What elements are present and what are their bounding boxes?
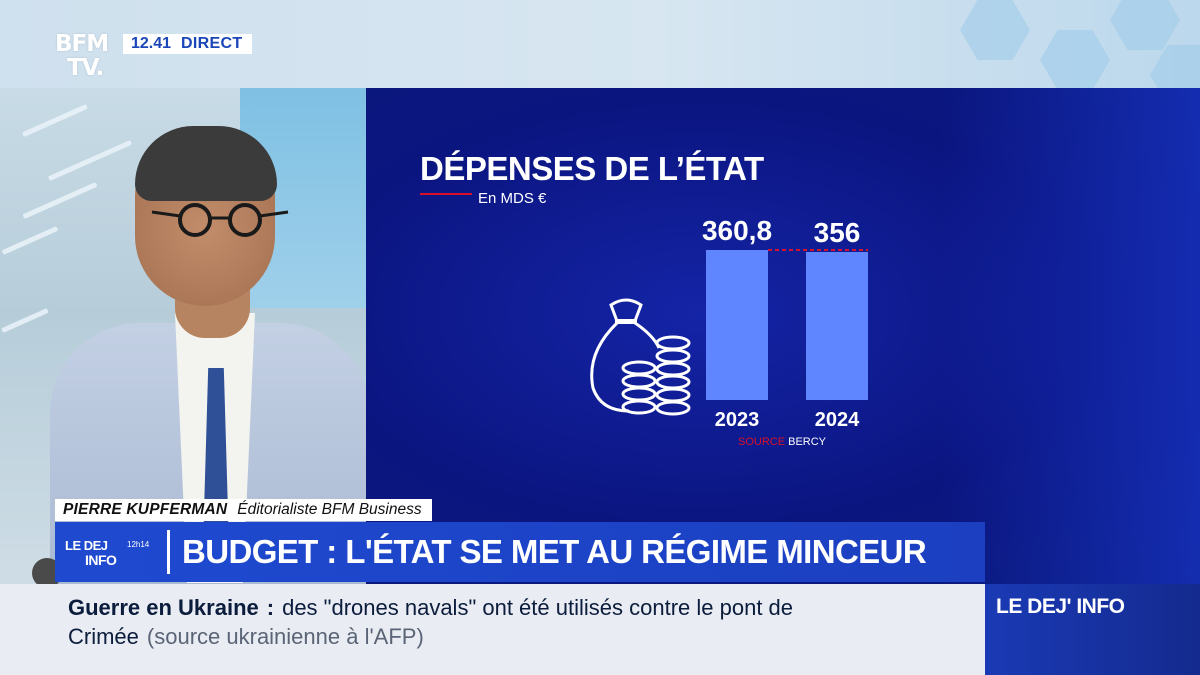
ticker-topic: Guerre en Ukraine — [68, 595, 259, 620]
headline-text: BUDGET : L'ÉTAT SE MET AU RÉGIME MINCEUR — [182, 533, 927, 570]
graphic-title: DÉPENSES DE L’ÉTAT — [420, 150, 764, 187]
show-logo-line2: INFO — [85, 552, 117, 568]
headline-bar: LE DEJ 12h14 INFO BUDGET : L'ÉTAT SE MET… — [55, 522, 985, 582]
ticker-text-line2: Crimée — [68, 624, 139, 649]
bar-2024 — [806, 251, 868, 400]
ticker-brand: LE DEJ' INFO — [985, 584, 1200, 675]
news-ticker: Guerre en Ukraine: des "drones navals" on… — [0, 584, 985, 675]
show-logo: LE DEJ 12h14 INFO — [55, 522, 167, 582]
decor-hexagon — [1150, 45, 1200, 90]
headline-separator — [167, 530, 170, 574]
title-underline — [420, 193, 472, 195]
graphic-subtitle: En MDS € — [478, 190, 547, 207]
ticker-colon: : — [266, 595, 275, 620]
decor-hexagon — [960, 0, 1030, 60]
infographic-panel: DÉPENSES DE L’ÉTAT En MDS € 360,8 2023 356… — [366, 88, 1200, 588]
guest-name: PIERRE KUPFERMAN — [63, 501, 228, 518]
guest-role: Éditorialiste BFM Business — [237, 501, 422, 518]
bar-2023 — [706, 250, 768, 400]
decor-hexagon — [1110, 0, 1180, 50]
ticker-line2: Crimée (source ukrainienne à l'AFP) — [68, 624, 424, 650]
decor-hexagon — [1040, 30, 1110, 90]
channel-logo-line1: BFM — [55, 31, 109, 57]
value-label-2023: 360,8 — [702, 215, 772, 246]
top-strip: BFM TV. 12.41 DIRECT — [0, 0, 1200, 90]
live-clock: 12.41 DIRECT — [123, 34, 253, 54]
channel-logo: BFM TV. — [55, 31, 109, 81]
clock-time: 12.41 — [131, 35, 172, 52]
graphic-source: SOURCE BERCY — [738, 436, 826, 448]
value-label-2024: 356 — [814, 217, 861, 248]
ticker-brand-label: LE DEJ' INFO — [996, 595, 1125, 618]
glasses-icon — [151, 203, 289, 237]
show-logo-line1: LE DEJ — [65, 538, 108, 553]
show-logo-time: 12h14 — [127, 540, 150, 549]
money-bag-coins-icon — [590, 298, 691, 416]
ticker-source: (source ukrainienne à l'AFP) — [146, 624, 424, 649]
category-label-2024: 2024 — [815, 409, 860, 431]
presenter-hair — [135, 126, 277, 201]
ticker-text-line1: des "drones navals" ont été utilisés con… — [282, 595, 794, 620]
channel-logo-line2: TV. — [67, 55, 104, 81]
guest-name-bar: PIERRE KUPFERMAN Éditorialiste BFM Busin… — [55, 499, 432, 521]
spending-bar-chart: 360,8 2023 356 2024 — [702, 215, 868, 431]
live-label: DIRECT — [181, 35, 243, 52]
category-label-2023: 2023 — [715, 409, 760, 431]
source-value: BERCY — [788, 436, 827, 448]
source-label: SOURCE — [738, 436, 786, 448]
ticker-line1: Guerre en Ukraine: des "drones navals" on… — [68, 595, 793, 621]
